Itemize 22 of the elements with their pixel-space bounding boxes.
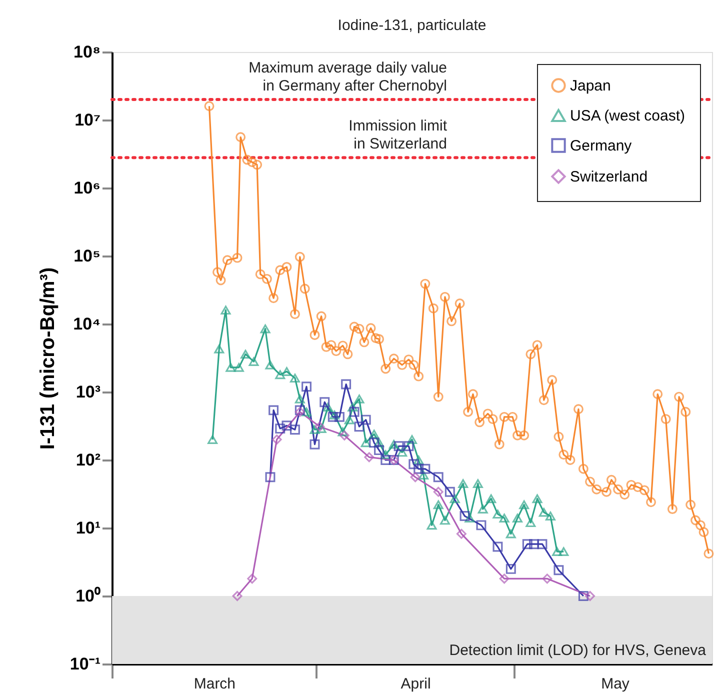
y-tick-label: 10⁵ <box>74 246 100 266</box>
y-tick-label: 10⁻¹ <box>70 654 101 674</box>
legend-label: USA (west coast) <box>570 108 686 124</box>
legend-label: Germany <box>570 138 632 154</box>
band-label: Detection limit (LOD) for HVS, Geneva <box>449 642 707 659</box>
y-tick-label: 10² <box>76 450 101 470</box>
chart-title: Iodine-131, particulate <box>338 17 486 34</box>
ref-line-label: Immission limit in Switzerland <box>348 118 448 153</box>
legend-label: Switzerland <box>570 168 648 186</box>
ref-line-label: Maximum average daily value in Germany after Chernobyl <box>248 60 447 95</box>
y-tick-label: 10³ <box>76 382 101 402</box>
legend-label: Japan <box>570 78 611 94</box>
y-tick-label: 10¹ <box>76 518 101 538</box>
x-tick-label: April <box>400 676 431 692</box>
y-tick-label: 10⁰ <box>76 586 100 606</box>
x-tick-label: May <box>601 676 630 692</box>
y-tick-label: 10⁶ <box>74 178 100 198</box>
y-tick-label: 10⁸ <box>74 42 100 62</box>
x-tick-label: March <box>194 676 236 692</box>
y-tick-label: 10⁷ <box>74 110 100 130</box>
y-tick-label: 10⁴ <box>73 314 100 334</box>
y-axis-title: I-131 (micro-Bq/m³) <box>36 267 59 450</box>
